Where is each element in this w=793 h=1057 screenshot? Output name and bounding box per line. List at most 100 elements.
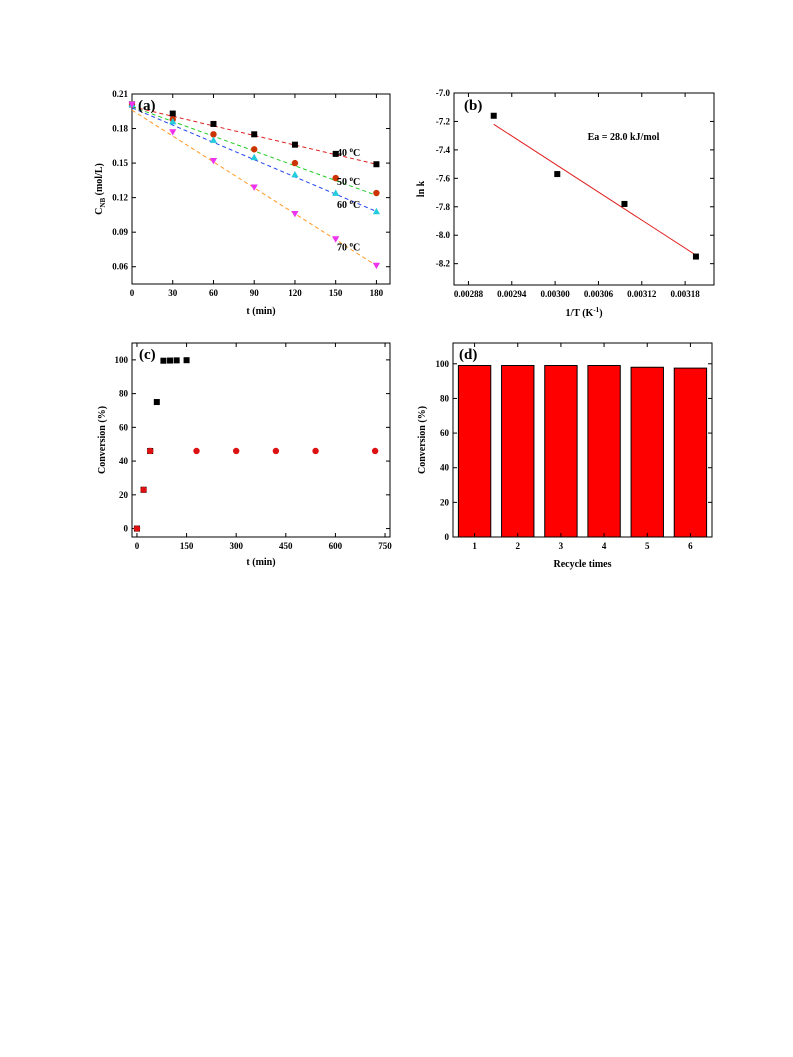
x-tick-label: 0 — [130, 288, 135, 298]
data-point — [490, 112, 497, 119]
y-tick-label: 0.18 — [112, 124, 128, 134]
bar-cycle-6 — [673, 367, 708, 538]
y-axis-label: ln k — [416, 180, 427, 197]
x-tick-label: 4 — [602, 541, 607, 551]
y-tick-label: 80 — [440, 393, 450, 403]
panel-d-recycle-bar-chart: 0 20 40 60 80 100 1 2 3 4 5 6 (d) Recycle times Conver… — [417, 342, 713, 570]
data-point-series-1 — [291, 141, 298, 148]
plot-frame — [452, 342, 713, 538]
x-axis-label: Recycle times — [553, 559, 611, 570]
y-tick-label: 0.21 — [112, 89, 128, 99]
data-point-series-1 — [373, 161, 380, 168]
y-tick-label: -8.2 — [436, 259, 451, 269]
series-label-1: 40 oC — [337, 146, 360, 159]
data-point-series-4 — [332, 236, 340, 243]
y-tick-label: -8.0 — [436, 230, 451, 240]
x-tick-label: 750 — [378, 541, 392, 551]
data-point-series-3 — [250, 153, 258, 161]
data-point-series-2 — [373, 189, 380, 197]
data-point-series-4 — [291, 210, 299, 218]
fit-line — [493, 123, 697, 256]
fit-line-series-3 — [131, 107, 377, 212]
y-tick-label: -7.6 — [436, 173, 451, 183]
y-tick-label: 80 — [119, 389, 129, 399]
x-tick-label: 0.00318 — [670, 289, 700, 299]
data-point-series-2 — [133, 525, 141, 532]
plot-frame — [131, 342, 391, 538]
plot-frame — [131, 93, 391, 285]
panel-label: (a) — [138, 98, 156, 114]
y-axis-label: Conversion (%) — [417, 406, 428, 474]
y-tick-label: -7.8 — [436, 202, 451, 212]
x-axis-label: t (min) — [246, 306, 275, 317]
panel-label: (b) — [464, 98, 482, 114]
x-axis-label: t (min) — [246, 557, 275, 568]
x-tick-label: 2 — [516, 541, 521, 551]
data-point-series-1 — [251, 131, 258, 138]
y-tick-label: 100 — [115, 355, 129, 365]
data-point-series-2 — [272, 447, 280, 455]
panel-c-conversion-time-chart: 0 150 300 450 600 750 0 20 40 60 80 100 (c) t (min) Co… — [97, 342, 392, 568]
data-point-series-1 — [167, 357, 174, 364]
y-tick-label: 100 — [436, 359, 450, 369]
x-tick-label: 3 — [559, 541, 564, 551]
data-point — [692, 253, 699, 260]
x-tick-label: 0.00312 — [627, 289, 657, 299]
x-tick-label: 180 — [370, 288, 384, 298]
bar-cycle-2 — [501, 365, 535, 538]
x-tick-label: 6 — [688, 541, 693, 551]
y-axis-label: Conversion (%) — [97, 406, 108, 474]
data-point-series-3 — [169, 118, 177, 125]
data-point-series-2 — [193, 447, 200, 455]
x-tick-label: 450 — [279, 541, 293, 551]
x-tick-label: 0 — [135, 541, 140, 551]
series-label-3: 60 oC — [337, 198, 360, 211]
y-tick-label: 0.12 — [112, 193, 128, 203]
data-point-series-3 — [372, 207, 381, 215]
x-tick-label: 300 — [229, 541, 243, 551]
panel-b-arrhenius-chart: 0.00288 0.00294 0.00300 0.00306 0.00312 0.003… — [416, 88, 715, 319]
panel-label: (c) — [139, 347, 156, 363]
data-point-series-4 — [128, 101, 136, 108]
y-tick-label: -7.2 — [436, 116, 451, 126]
data-point-series-3 — [209, 136, 218, 143]
panel-a-kinetics-chart: 0 30 60 90 120 150 180 0.06 0.09 0.12 0.15 0.18 0.21… — [94, 89, 391, 317]
x-axis-label: 1/T (K-1) — [565, 306, 602, 319]
bar-cycle-3 — [544, 365, 578, 538]
x-tick-label: 0.00294 — [497, 289, 527, 299]
activation-energy-annotation: Ea = 28.0 kJ/mol — [588, 132, 660, 143]
x-tick-label: 120 — [288, 288, 302, 298]
y-tick-label: 40 — [440, 463, 450, 473]
data-point-series-2 — [251, 146, 258, 153]
y-tick-label: 0 — [124, 524, 129, 534]
x-tick-label: 0.00300 — [540, 289, 570, 299]
x-tick-label: 0.00306 — [584, 289, 614, 299]
y-axis-label: CNB (mol/L) — [94, 163, 107, 215]
data-point-series-2 — [312, 447, 319, 455]
data-point-series-2 — [232, 447, 240, 455]
x-tick-label: 150 — [329, 288, 343, 298]
x-tick-label: 1 — [472, 541, 477, 551]
x-tick-label: 0.00288 — [454, 289, 484, 299]
y-tick-label: 20 — [440, 497, 450, 507]
y-tick-label: -7.4 — [436, 145, 451, 155]
data-point — [621, 200, 628, 207]
y-tick-label: 20 — [119, 490, 129, 500]
data-point-series-1 — [210, 120, 217, 127]
data-point-series-1 — [173, 357, 180, 364]
data-point-series-1 — [183, 357, 190, 364]
bar-cycle-5 — [630, 366, 664, 538]
y-tick-label: 0.09 — [112, 227, 128, 237]
series-label-2: 50 oC — [337, 175, 360, 188]
bar-cycle-1 — [457, 365, 492, 538]
data-point-series-3 — [291, 171, 299, 178]
x-tick-label: 90 — [250, 288, 260, 298]
data-point-series-4 — [372, 262, 381, 270]
data-point-series-4 — [169, 129, 177, 136]
y-tick-label: 0 — [445, 532, 450, 542]
y-tick-label: 60 — [119, 422, 129, 432]
y-tick-label: -7.0 — [436, 88, 451, 98]
data-point-series-4 — [209, 157, 218, 165]
series-label-4: 70 oC — [337, 241, 360, 254]
